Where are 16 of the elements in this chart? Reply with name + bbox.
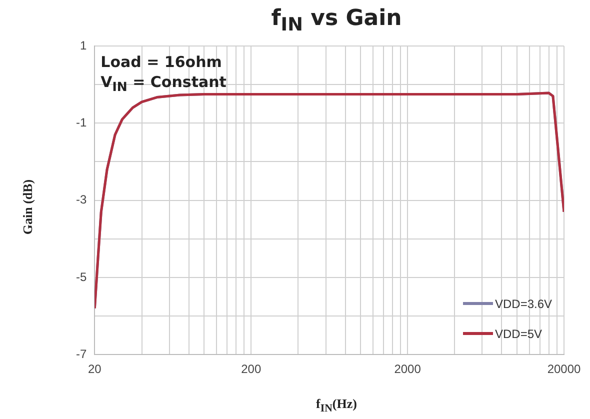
x-tick-label: 20000: [547, 362, 582, 376]
legend-label: VDD=5V: [495, 326, 542, 341]
y-tick-label: -5: [76, 270, 87, 284]
y-tick-label: -1: [76, 115, 87, 130]
chart-title: f$_{IN}$ vs Gain: [270, 6, 403, 36]
x-axis-title: f$_{IN}$(Hz): [315, 396, 358, 415]
x-tick-label: 2000: [394, 362, 422, 376]
y-axis-title: Gain (dB): [20, 179, 36, 235]
annotation: V$_{IN}$ = Constant: [100, 72, 226, 96]
y-tick-label: -7: [76, 346, 87, 361]
annotation: Load = 16ohm: [100, 52, 223, 72]
x-tick-label: 200: [241, 362, 262, 376]
x-tick-label: 20: [88, 362, 102, 376]
y-tick-label: -3: [76, 192, 87, 207]
y-tick-label: 1: [80, 38, 87, 52]
legend-label: VDD=3.6V: [495, 296, 552, 311]
